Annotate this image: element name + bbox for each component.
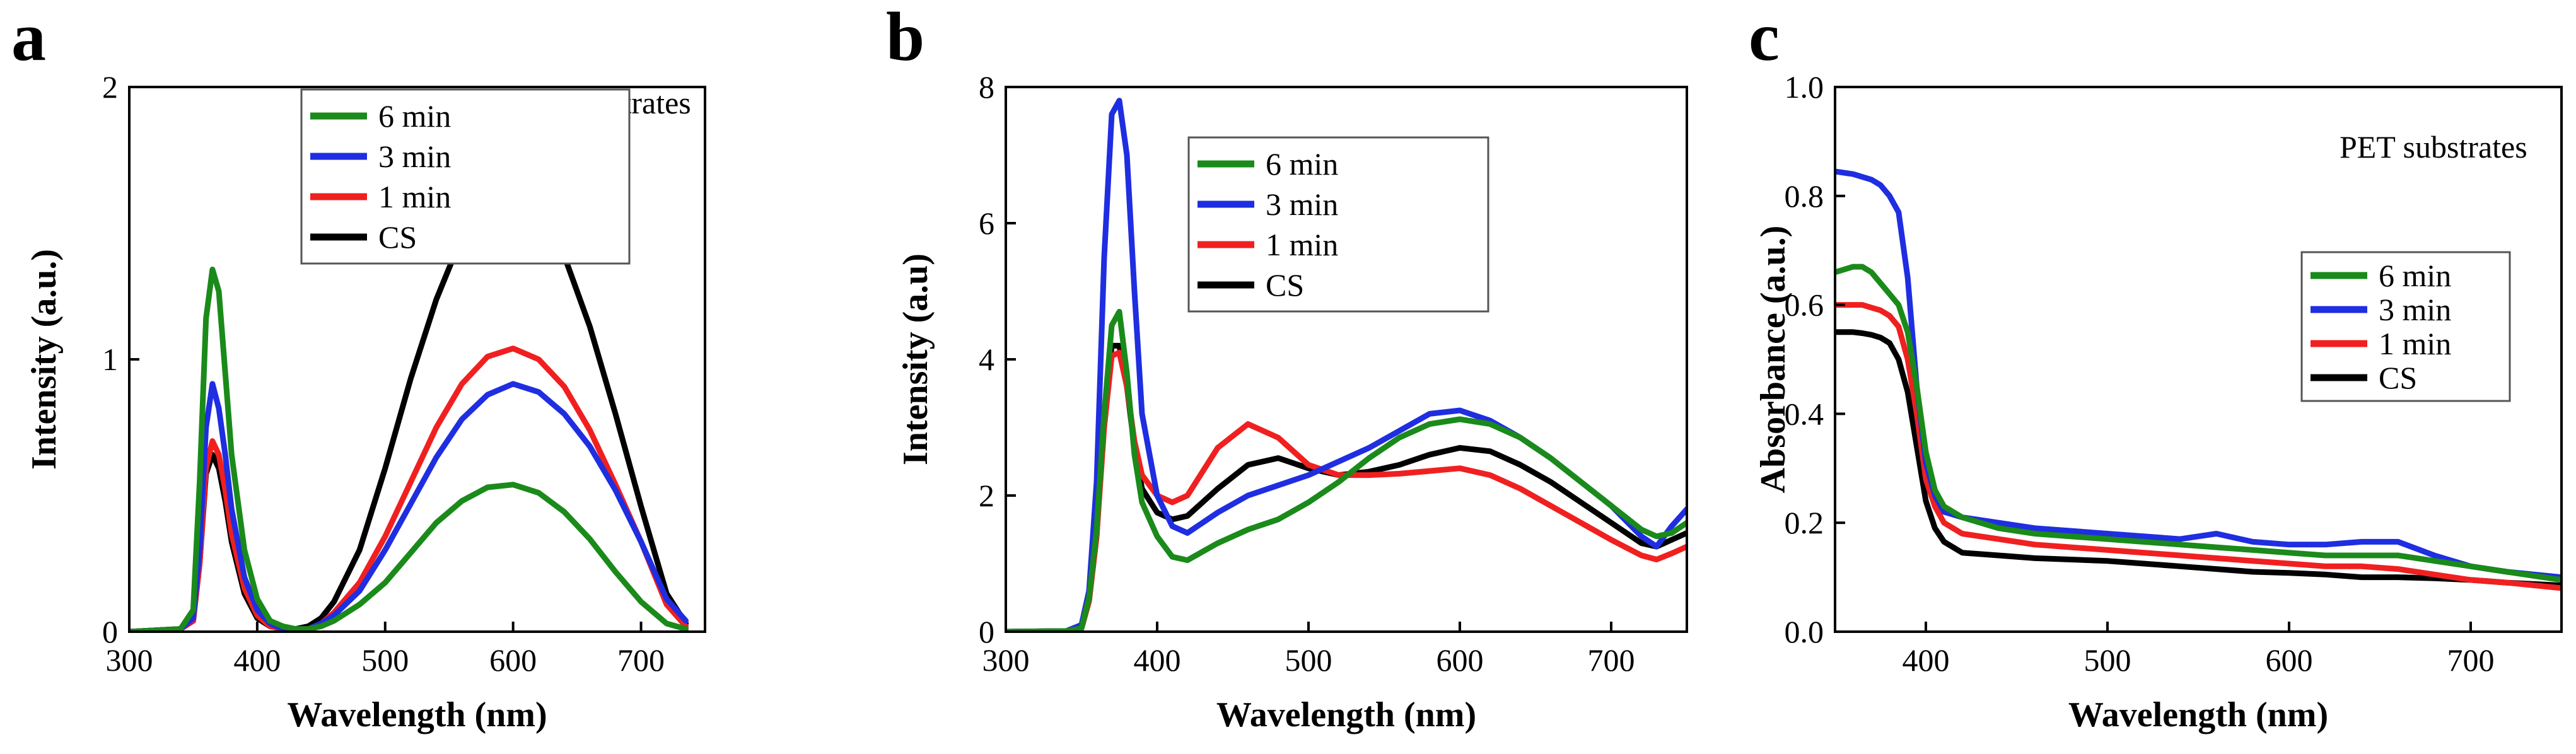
y-tick-label: 0.6 bbox=[1785, 287, 1824, 323]
legend-label: 6 min bbox=[378, 98, 451, 134]
series-line-6-min bbox=[129, 266, 689, 632]
y-tick-label: 0.2 bbox=[1785, 505, 1824, 540]
x-axis-title-a: Wavelength (nm) bbox=[287, 695, 547, 734]
y-tick-label: 0.8 bbox=[1785, 178, 1824, 214]
y-axis-title-a: Intensity (a.u.) bbox=[25, 249, 64, 470]
x-tick-label: 500 bbox=[361, 642, 409, 678]
x-tick-label: 600 bbox=[489, 642, 537, 678]
legend-label: CS bbox=[1266, 267, 1304, 303]
panel-letter-c: c bbox=[1749, 0, 1780, 75]
legend-label: 1 min bbox=[378, 179, 451, 214]
legend-label: 6 min bbox=[2379, 258, 2451, 293]
panel-letter-b: b bbox=[886, 0, 924, 75]
legend-label: 1 min bbox=[1266, 227, 1338, 262]
y-tick-label: 0.4 bbox=[1785, 396, 1824, 431]
series-group-c bbox=[1835, 168, 2561, 591]
legend-label: 1 min bbox=[2379, 326, 2451, 361]
series-group-b bbox=[1006, 98, 1687, 632]
y-tick-label: 0 bbox=[979, 614, 994, 649]
x-tick-label: 300 bbox=[982, 642, 1030, 678]
y-tick-label: 2 bbox=[979, 478, 994, 513]
x-tick-label: 400 bbox=[233, 642, 281, 678]
legend-label: 3 min bbox=[1266, 187, 1338, 222]
series-line-cs bbox=[1835, 329, 2561, 589]
y-tick-label: 0.0 bbox=[1785, 614, 1824, 649]
x-tick-label: 700 bbox=[1588, 642, 1635, 678]
series-line-3-min bbox=[129, 381, 689, 632]
x-tick-label: 300 bbox=[106, 642, 153, 678]
x-tick-label: 500 bbox=[1285, 642, 1332, 678]
y-tick-label: 1 bbox=[102, 342, 118, 377]
panel-letter-a: a bbox=[11, 0, 46, 75]
legend-label: 3 min bbox=[378, 139, 451, 174]
x-tick-label: 400 bbox=[1903, 642, 1950, 678]
legend-label: CS bbox=[378, 219, 417, 255]
legend-label: 6 min bbox=[1266, 146, 1338, 182]
legend-label: CS bbox=[2379, 360, 2417, 395]
y-axis-title-c: Absorbance (a.u.) bbox=[1754, 226, 1793, 494]
annotation-c: PET substrates bbox=[2340, 129, 2527, 165]
y-tick-label: 2 bbox=[102, 69, 118, 105]
y-axis-title-b: Intensity (a.u) bbox=[896, 253, 935, 465]
panel-a: a 300 400 500 600 700 0 1 2 Wavelength (nm) Intens… bbox=[11, 0, 706, 734]
x-tick-label: 700 bbox=[617, 642, 665, 678]
x-axis-title-c: Wavelength (nm) bbox=[2068, 695, 2328, 734]
y-tick-label: 6 bbox=[979, 206, 994, 241]
series-line-6-min bbox=[1006, 308, 1687, 632]
series-line-3-min bbox=[1835, 168, 2561, 581]
x-tick-label: 500 bbox=[2084, 642, 2131, 678]
y-tick-label: 4 bbox=[979, 342, 994, 377]
legend-label: 3 min bbox=[2379, 292, 2451, 327]
series-line-1-min bbox=[1835, 302, 2561, 591]
x-tick-label: 600 bbox=[2266, 642, 2313, 678]
x-tick-label: 600 bbox=[1437, 642, 1484, 678]
x-tick-label: 700 bbox=[2447, 642, 2495, 678]
plot-frame-c bbox=[1834, 86, 2563, 633]
panel-b: b 300 400 500 600 700 0 2 4 6 8 Wavelength (nm) Inte… bbox=[886, 0, 1688, 734]
y-tick-label: 8 bbox=[979, 69, 994, 105]
series-line-6-min bbox=[1835, 264, 2561, 583]
y-tick-label: 1.0 bbox=[1785, 69, 1824, 105]
x-axis-title-b: Wavelength (nm) bbox=[1216, 695, 1476, 734]
panel-c: c 400 500 600 700 0.0 0.2 0.4 0.6 0.8 1.0 Wavelengt… bbox=[1749, 0, 2563, 734]
x-tick-label: 400 bbox=[1134, 642, 1181, 678]
y-tick-label: 0 bbox=[102, 614, 118, 649]
